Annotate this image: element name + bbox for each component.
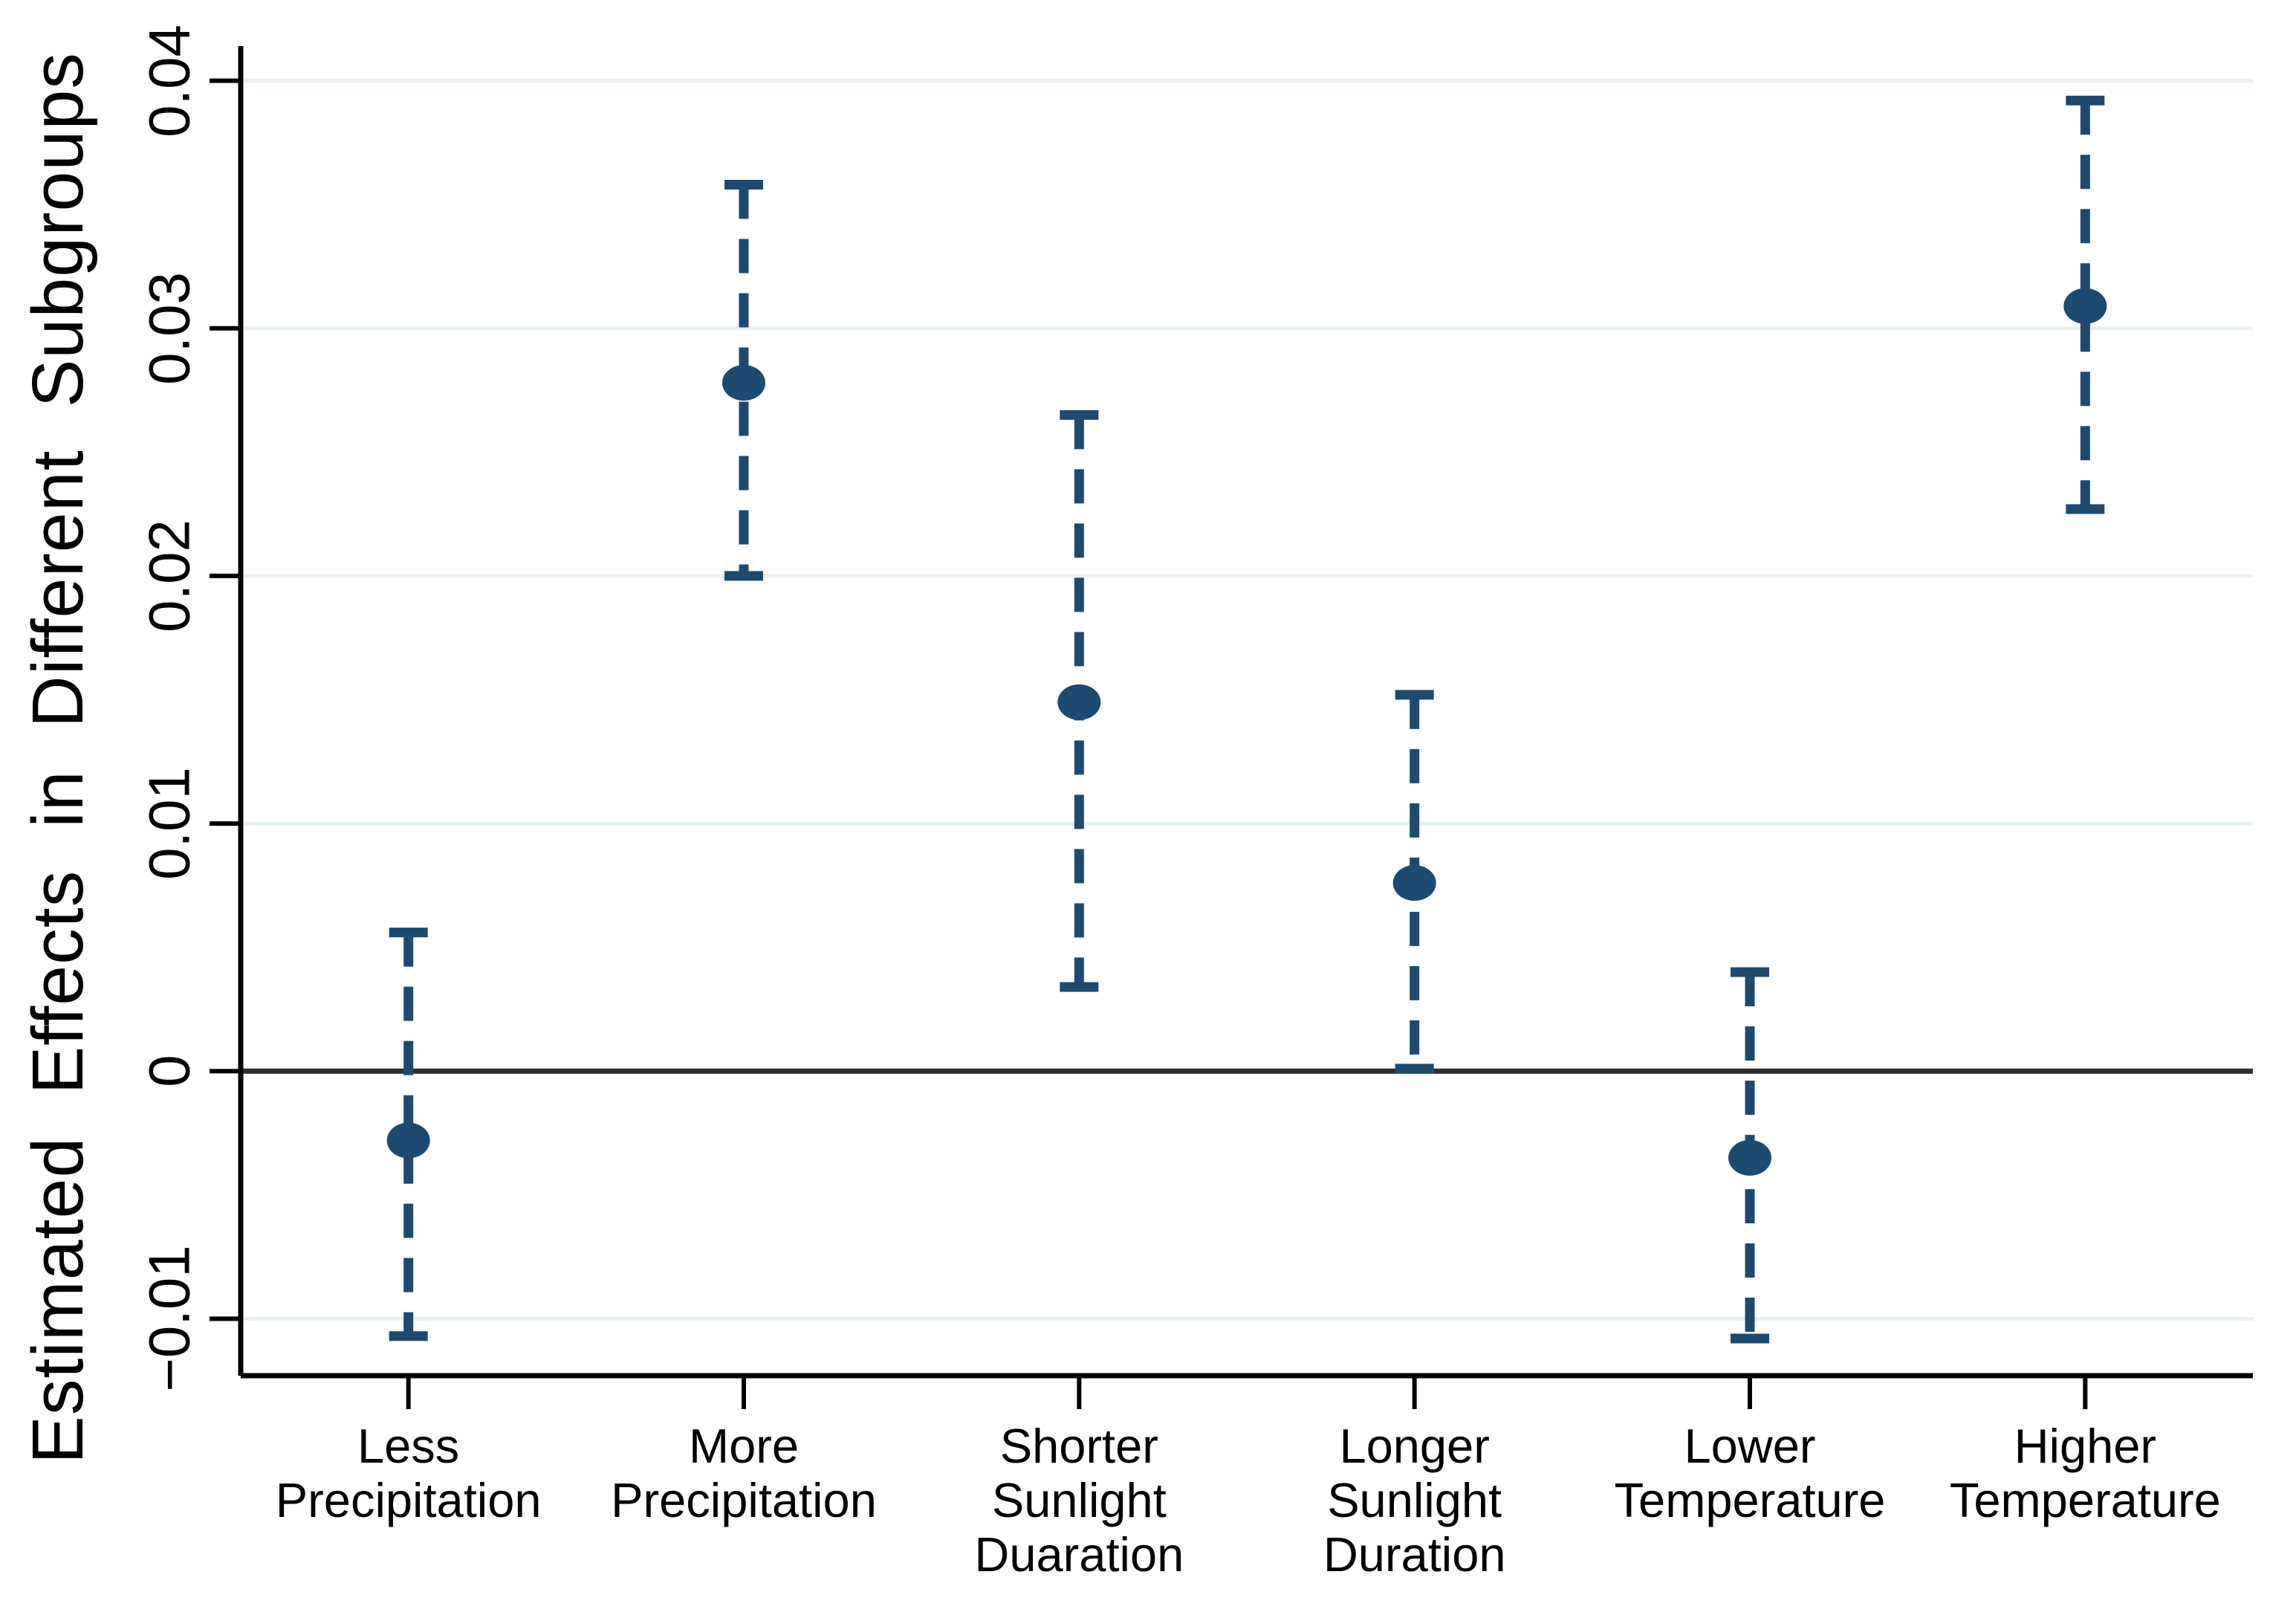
x-category-label: More Precipitation bbox=[611, 1419, 877, 1527]
y-tick-label: 0 bbox=[136, 1055, 202, 1087]
x-category-label: Longer Sunlight Duration bbox=[1323, 1419, 1506, 1582]
y-axis-title: Estimated Effects in Different Subgroups bbox=[17, 52, 98, 1464]
x-category-label: Higher Temperature bbox=[1949, 1419, 2221, 1527]
y-tick-label: 0.03 bbox=[136, 271, 202, 385]
y-tick-label: 0.04 bbox=[136, 24, 202, 137]
estimate-marker bbox=[1057, 684, 1101, 720]
x-category-label: Shorter Sunlight Duaration bbox=[974, 1419, 1184, 1582]
x-category-label: Lower Temperature bbox=[1614, 1419, 1886, 1527]
estimate-marker bbox=[1728, 1139, 1771, 1176]
estimate-marker bbox=[2063, 288, 2107, 324]
estimate-marker bbox=[722, 365, 765, 401]
y-tick-label: 0.02 bbox=[136, 520, 202, 632]
x-category-label: Less Precipitation bbox=[275, 1419, 542, 1527]
estimate-marker bbox=[1392, 865, 1436, 902]
y-tick-label: 0.01 bbox=[136, 767, 202, 880]
estimate-marker bbox=[386, 1122, 430, 1159]
y-tick-label: −0.01 bbox=[136, 1245, 202, 1393]
